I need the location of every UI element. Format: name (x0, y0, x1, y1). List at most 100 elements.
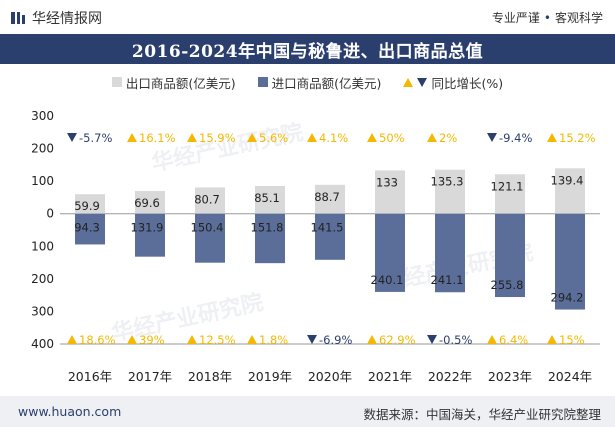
top-bar: 华经情报网 专业严谨 • 客观科学 (0, 0, 615, 34)
y-tick-label: 300 (31, 304, 54, 318)
export-growth-label: 4.1% (319, 131, 348, 145)
import-growth-label: -0.5% (439, 333, 472, 347)
import-growth-up-icon (67, 335, 77, 344)
import-value-label: 255.8 (491, 278, 524, 292)
tagline-left: 专业严谨 (491, 11, 540, 25)
import-growth-up-icon (187, 335, 197, 344)
import-growth-label: -6.9% (319, 333, 352, 347)
import-bar (315, 213, 345, 260)
import-bar (555, 213, 585, 310)
import-growth-up-icon (247, 335, 257, 344)
y-tick-label: 100 (31, 174, 54, 188)
export-value-label: 133 (376, 175, 398, 189)
export-value-label: 139.4 (551, 173, 584, 187)
export-growth-down-icon (487, 133, 497, 142)
x-tick-label: 2024年 (548, 369, 592, 384)
legend-export: 出口商品额(亿美元) (111, 72, 236, 92)
tagline: 专业严谨 • 客观科学 (492, 9, 603, 26)
export-bar (195, 187, 225, 214)
x-tick-label: 2022年 (428, 369, 472, 384)
import-value-label: 150.4 (191, 221, 224, 235)
import-growth-up-icon (547, 335, 557, 344)
title-bar: 2016-2024年中国与秘鲁进、出口商品总值 (0, 34, 615, 64)
export-bar (255, 185, 285, 214)
import-growth-label: 1.8% (259, 333, 288, 347)
footer: www.huaon.com 数据来源：中国海关，华经产业研究院整理 (0, 396, 615, 427)
import-bar (435, 213, 465, 293)
y-tick-label: 300 (31, 109, 54, 123)
import-growth-label: 15% (559, 333, 585, 347)
import-growth-label: 18.6% (79, 333, 116, 347)
chart-title: 2016-2024年中国与秘鲁进、出口商品总值 (131, 41, 484, 62)
y-tick-label: 0 (46, 207, 54, 221)
export-bar (75, 194, 105, 214)
legend-growth-label: 同比增长(%) (431, 75, 504, 91)
import-growth-label: 39% (139, 333, 165, 347)
import-growth-up-icon (487, 335, 497, 344)
export-growth-label: 15.9% (199, 131, 236, 145)
footer-website[interactable]: www.huaon.com (18, 404, 122, 419)
export-growth-up-icon (427, 133, 437, 142)
import-value-label: 151.8 (251, 221, 284, 235)
import-value-label: 294.2 (551, 291, 584, 305)
import-bar (495, 213, 525, 298)
import-value-label: 131.9 (131, 221, 164, 235)
import-value-label: 241.1 (431, 273, 464, 287)
export-growth-up-icon (187, 133, 197, 142)
export-value-label: 59.9 (74, 199, 100, 213)
export-value-label: 121.1 (491, 179, 524, 193)
brand-name: 华经情报网 (32, 11, 102, 27)
export-growth-down-icon (67, 133, 77, 142)
export-bar (135, 191, 165, 214)
legend-import-label: 进口商品额(亿美元) (271, 75, 382, 91)
triangle-down-icon (417, 77, 428, 87)
legend-import-swatch (257, 77, 268, 87)
x-tick-label: 2023年 (488, 369, 532, 384)
import-value-label: 94.3 (74, 221, 100, 235)
export-bar (495, 174, 525, 214)
x-tick-label: 2017年 (128, 369, 172, 384)
export-growth-up-icon (547, 133, 557, 142)
export-growth-up-icon (367, 133, 377, 142)
export-growth-up-icon (127, 133, 137, 142)
export-value-label: 80.7 (194, 192, 220, 206)
export-value-label: 69.6 (134, 196, 160, 210)
export-growth-label: -5.7% (79, 131, 112, 145)
chart: 300 200 100 0 100 200 300 400 59.9 94.3 -5.7% 18.6%… (31, 109, 600, 384)
import-bar (195, 213, 225, 263)
export-growth-label: 16.1% (139, 131, 176, 145)
legend-export-swatch (111, 77, 122, 87)
legend-export-label: 出口商品额(亿美元) (125, 75, 236, 91)
import-bar (375, 213, 405, 292)
export-bar (435, 169, 465, 214)
tagline-right: 客观科学 (554, 11, 603, 25)
export-growth-label: -9.4% (499, 131, 532, 145)
import-value-label: 141.5 (311, 221, 344, 235)
export-growth-up-icon (307, 133, 317, 142)
y-tick-label: 100 (31, 239, 54, 253)
import-growth-up-icon (367, 335, 377, 344)
export-growth-label: 5.6% (259, 131, 288, 145)
export-bar (375, 170, 405, 214)
x-tick-label: 2021年 (368, 369, 412, 384)
triangle-up-icon (403, 77, 414, 87)
import-bar (75, 213, 105, 245)
y-tick-label: 200 (31, 142, 54, 156)
export-growth-up-icon (247, 133, 257, 142)
brand-logo-icon (11, 12, 25, 24)
import-growth-down-icon (427, 335, 437, 344)
x-tick-label: 2019年 (248, 369, 292, 384)
import-growth-label: 62.9% (379, 333, 416, 347)
import-bar (255, 213, 285, 264)
import-growth-up-icon (127, 335, 137, 344)
import-growth-label: 12.5% (199, 333, 236, 347)
legend-import: 进口商品额(亿美元) (257, 72, 382, 92)
export-growth-label: 15.2% (559, 131, 596, 145)
export-bar (315, 184, 345, 214)
brand[interactable]: 华经情报网 (10, 8, 102, 28)
export-growth-label: 2% (439, 131, 457, 145)
legend-growth: 同比增长(%) (403, 72, 503, 92)
x-tick-label: 2016年 (68, 369, 112, 384)
export-growth-label: 50% (379, 131, 405, 145)
y-tick-label: 200 (31, 272, 54, 286)
